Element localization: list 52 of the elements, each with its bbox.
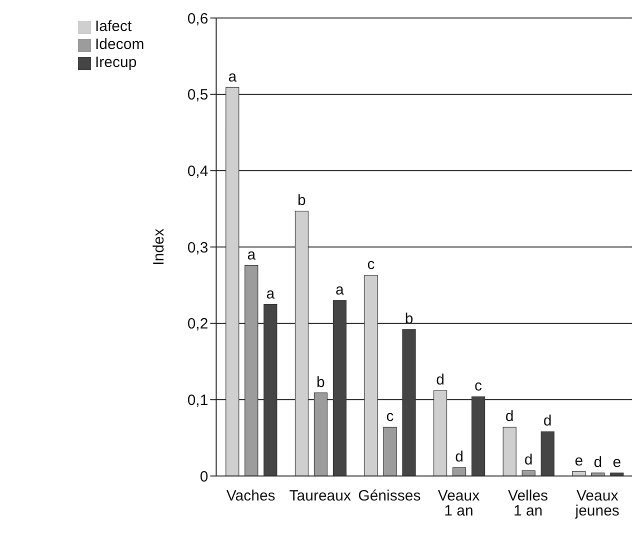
x-tick-label: Velles 1 an (508, 488, 548, 520)
data-label: e (574, 452, 584, 470)
data-label: a (228, 68, 238, 86)
bar (264, 304, 278, 476)
data-label: a (336, 281, 345, 298)
y-tick-label: 0 (200, 468, 208, 486)
y-tick-label: 0,6 (187, 10, 208, 28)
bar (434, 390, 448, 476)
data-label: b (298, 192, 306, 210)
data-label: b (316, 374, 325, 391)
legend-label: Idecom (95, 36, 144, 53)
data-label: a (247, 246, 256, 264)
x-tick-label: Taureaux (289, 488, 352, 505)
y-axis-title: Index (150, 228, 168, 266)
bar (314, 392, 328, 476)
data-label: c (386, 408, 394, 426)
data-label: d (455, 448, 464, 466)
bar (364, 274, 378, 476)
bar (332, 300, 347, 476)
bar (540, 431, 554, 476)
data-label: c (474, 378, 483, 395)
y-tick-label: 0,4 (187, 162, 208, 180)
x-tick-label: Génisses (358, 488, 421, 505)
data-label: c (367, 256, 376, 274)
bar (591, 472, 605, 476)
bar (402, 329, 416, 476)
bar (226, 87, 240, 476)
data-label: d (524, 452, 533, 469)
data-label: d (543, 412, 552, 430)
data-label: b (404, 310, 414, 328)
data-label: d (594, 454, 602, 471)
y-tick-label: 0,1 (187, 392, 208, 409)
bar (294, 210, 309, 476)
bar (244, 265, 258, 476)
data-label: a (266, 285, 276, 302)
y-tick-label: 0,3 (187, 239, 208, 256)
bar (383, 426, 397, 476)
data-label: e (612, 454, 622, 471)
x-tick-label: Veaux 1 an (438, 488, 480, 520)
x-tick-label: Veaux jeunes (574, 488, 620, 520)
y-tick-label: 0,2 (187, 316, 208, 333)
bar (452, 467, 466, 476)
data-label: d (436, 372, 444, 389)
x-tick-label: Vaches (226, 488, 276, 505)
legend-label: Iafect (95, 18, 132, 35)
bar (572, 471, 586, 476)
bar (610, 472, 624, 476)
bar (472, 396, 486, 476)
legend-label: Irecup (95, 54, 137, 71)
y-tick-label: 0,5 (187, 86, 208, 104)
data-label: d (505, 408, 514, 426)
bar (502, 426, 516, 476)
